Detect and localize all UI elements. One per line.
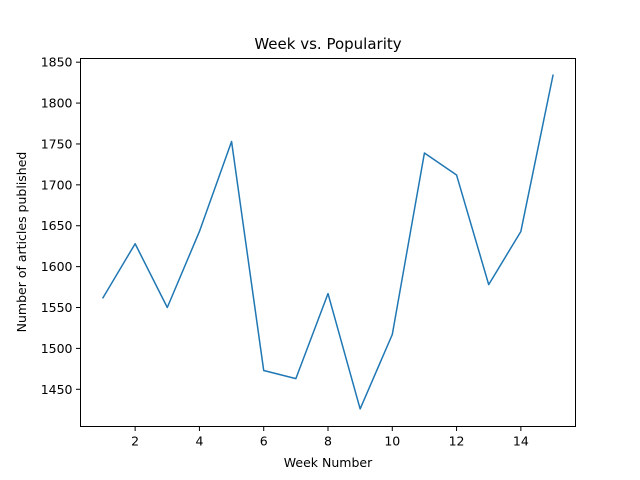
x-tick-label: 10 bbox=[384, 434, 400, 449]
x-tick-label: 4 bbox=[195, 434, 203, 449]
y-tick-label: 1800 bbox=[41, 96, 73, 111]
y-tick-label: 1550 bbox=[41, 300, 73, 315]
x-tick-label: 12 bbox=[449, 434, 465, 449]
y-tick-label: 1600 bbox=[41, 259, 73, 274]
x-axis: 2 4 6 8 10 12 14 bbox=[131, 426, 529, 449]
y-tick-label: 1650 bbox=[41, 218, 73, 233]
x-tick-label: 6 bbox=[260, 434, 268, 449]
y-tick-label: 1700 bbox=[41, 177, 73, 192]
y-tick-label: 1450 bbox=[41, 382, 73, 397]
x-tick-label: 2 bbox=[131, 434, 139, 449]
x-tick-label: 14 bbox=[513, 434, 529, 449]
chart-title: Week vs. Popularity bbox=[254, 35, 401, 53]
y-axis: 1450 1500 1550 1600 1650 1700 1750 1800 1850 bbox=[41, 55, 81, 397]
y-tick-label: 1850 bbox=[41, 55, 73, 70]
axes-frame bbox=[80, 58, 576, 427]
x-axis-label: Week Number bbox=[284, 455, 373, 470]
plot-area bbox=[101, 74, 554, 410]
x-tick-label: 8 bbox=[324, 434, 332, 449]
series-line bbox=[101, 74, 554, 410]
y-tick-label: 1750 bbox=[41, 136, 73, 151]
y-tick-label: 1500 bbox=[41, 341, 73, 356]
y-axis-label: Number of articles published bbox=[14, 152, 29, 333]
